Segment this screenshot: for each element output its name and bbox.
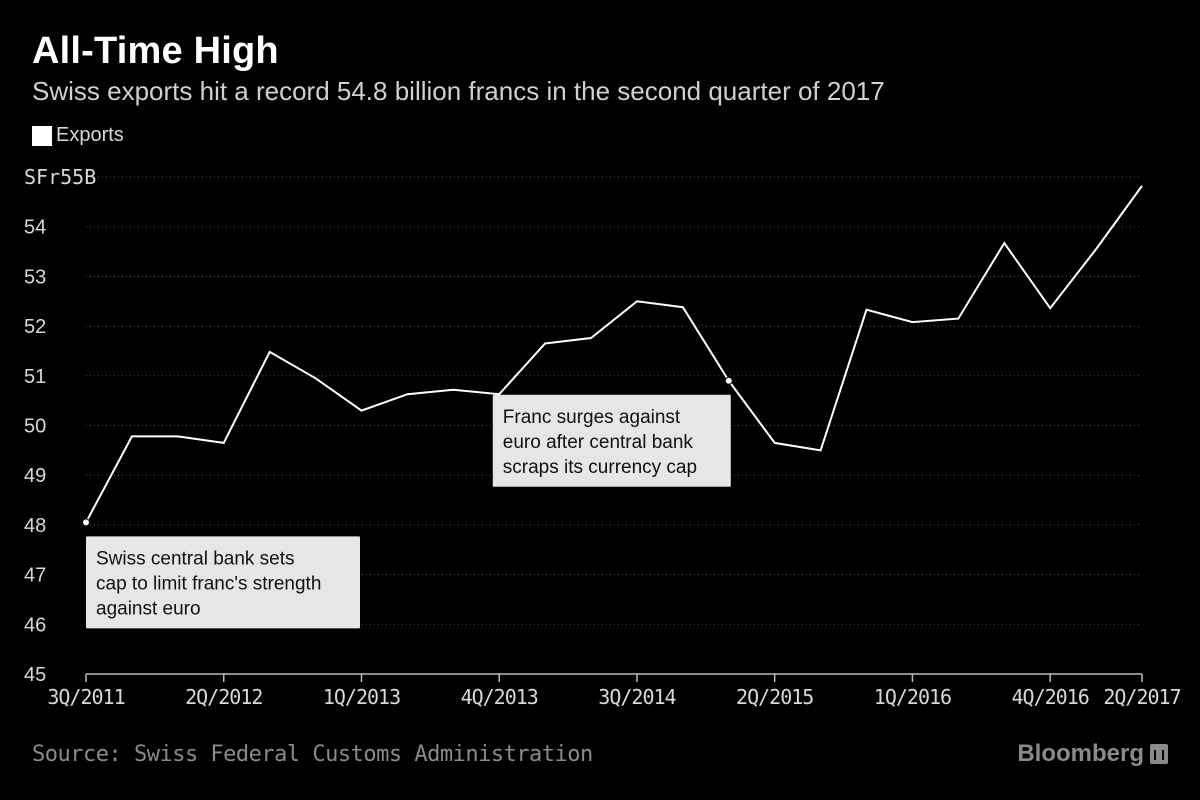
- legend-swatch: [32, 125, 52, 146]
- bloomberg-logo: Bloomberg: [1017, 740, 1168, 768]
- y-tick-label: 51: [24, 366, 46, 388]
- y-tick-label: 52: [24, 316, 46, 338]
- annotation-box: [492, 394, 731, 487]
- x-tick-label: 2Q/2012: [185, 685, 262, 709]
- y-tick-label: 49: [24, 465, 46, 487]
- x-tick-label: 1Q/2013: [323, 685, 400, 709]
- x-tick-label: 2Q/2015: [736, 685, 813, 709]
- annotation-text: against euro: [96, 598, 201, 619]
- annotation-text: Swiss central bank sets: [96, 548, 295, 569]
- y-tick-label: SFr55B: [24, 165, 96, 189]
- x-tick-label: 4Q/2016: [1012, 685, 1089, 709]
- bloomberg-terminal-icon: [1150, 744, 1168, 764]
- annotation-text: cap to limit franc's strength: [96, 573, 321, 594]
- y-tick-label: 47: [24, 565, 46, 587]
- y-tick-label: 54: [24, 217, 46, 239]
- annotation-marker: [724, 376, 733, 385]
- chart-title: All-Time High: [32, 30, 279, 72]
- annotation-text: Franc surges against: [503, 407, 681, 428]
- annotation-marker: [82, 518, 90, 527]
- x-tick-label: 3Q/2014: [598, 685, 676, 709]
- y-tick-label: 46: [24, 614, 46, 636]
- y-tick-label: 45: [24, 664, 46, 686]
- chart-subtitle: Swiss exports hit a record 54.8 billion …: [32, 76, 885, 106]
- x-tick-label: 3Q/2011: [47, 685, 124, 709]
- x-tick-label: 4Q/2013: [461, 685, 538, 709]
- annotation-box: [86, 536, 360, 629]
- legend: Exports: [32, 124, 124, 147]
- x-tick-label: 1Q/2016: [874, 685, 951, 709]
- legend-label: Exports: [56, 124, 124, 146]
- x-tick-label: 2Q/2017: [1103, 685, 1180, 709]
- source-note: Source: Swiss Federal Customs Administra…: [32, 742, 593, 767]
- annotation-text: scraps its currency cap: [503, 457, 697, 478]
- y-tick-label: 50: [24, 416, 46, 438]
- y-tick-label: 48: [24, 515, 46, 537]
- series-line-exports: [85, 185, 1143, 523]
- brand-name: Bloomberg: [1017, 740, 1144, 767]
- annotation-text: euro after central bank: [503, 432, 694, 453]
- y-tick-label: 53: [24, 266, 46, 288]
